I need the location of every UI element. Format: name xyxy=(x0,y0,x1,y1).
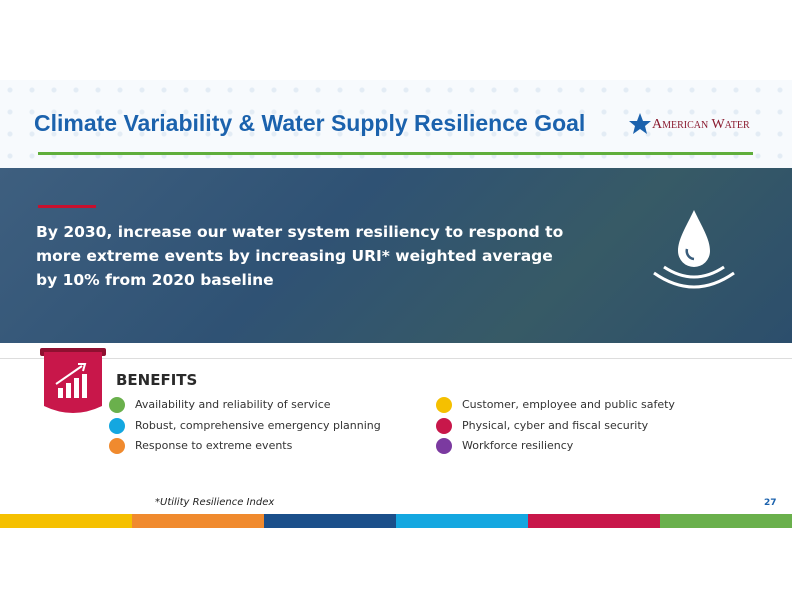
page-number: 27 xyxy=(764,498,777,508)
color-bar xyxy=(0,514,792,528)
benefit-item: Robust, comprehensive emergency planning xyxy=(135,418,381,432)
title: Climate Variability & Water Supply Resil… xyxy=(34,110,586,136)
accent-line xyxy=(38,205,96,208)
goal-text: By 2030, increase our water system resil… xyxy=(36,223,564,289)
bullet-dot xyxy=(436,438,452,454)
bullet-dot xyxy=(436,397,452,413)
bullet-dot xyxy=(436,417,452,434)
benefit-item: Customer, employee and public safety xyxy=(462,398,675,411)
benefit-item: Availability and reliability of service xyxy=(135,398,331,411)
footnote: *Utility Resilience Index xyxy=(155,497,275,508)
bullet-dot xyxy=(109,417,125,434)
bullet-dot xyxy=(109,397,125,413)
benefits-heading: BENEFITS xyxy=(116,371,198,389)
banner xyxy=(0,168,792,343)
benefit-item: Response to extreme events xyxy=(135,439,293,452)
title-rule xyxy=(38,152,753,155)
benefit-item: Physical, cyber and fiscal security xyxy=(462,418,649,432)
logo-star xyxy=(629,113,651,134)
benefit-item: Workforce resiliency xyxy=(462,439,574,452)
benefits-icon xyxy=(40,348,106,413)
bullet-dot xyxy=(109,438,125,454)
divider xyxy=(0,358,792,359)
water-icon xyxy=(653,210,735,289)
logo: American Water xyxy=(652,117,750,132)
